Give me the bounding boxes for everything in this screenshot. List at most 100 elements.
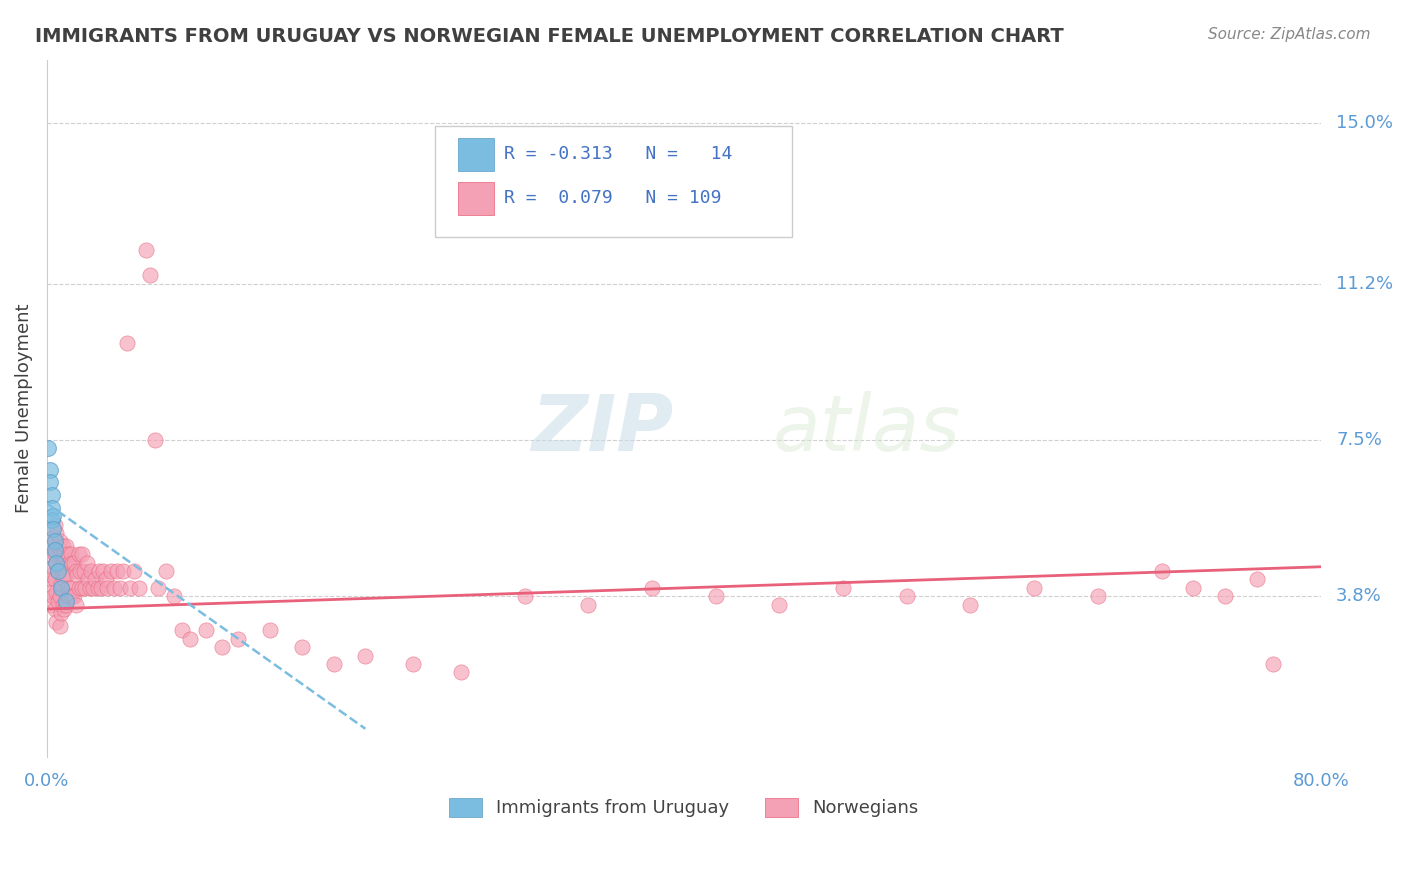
Text: atlas: atlas xyxy=(773,392,960,467)
Text: 7.5%: 7.5% xyxy=(1336,431,1382,449)
Point xyxy=(51,576,73,591)
Text: 0.0%: 0.0% xyxy=(24,772,69,790)
Point xyxy=(100,564,122,578)
FancyBboxPatch shape xyxy=(436,126,792,237)
Point xyxy=(959,598,981,612)
Point xyxy=(354,648,377,663)
Point xyxy=(45,525,67,540)
Point xyxy=(65,564,87,578)
Point xyxy=(79,581,101,595)
Point xyxy=(39,585,62,599)
Point xyxy=(67,547,90,561)
Point xyxy=(94,573,117,587)
Point xyxy=(1024,581,1046,595)
Point xyxy=(179,632,201,646)
Point xyxy=(450,665,472,680)
Point xyxy=(704,590,727,604)
Point xyxy=(148,581,170,595)
Point xyxy=(76,556,98,570)
Bar xyxy=(458,137,494,171)
Point xyxy=(172,623,194,637)
Point xyxy=(105,564,128,578)
Point xyxy=(45,615,67,629)
Point xyxy=(51,607,73,621)
Point xyxy=(41,539,63,553)
Point xyxy=(211,640,233,654)
Point xyxy=(135,243,157,257)
Point xyxy=(63,590,86,604)
Point xyxy=(226,632,249,646)
Text: ZIP: ZIP xyxy=(531,392,673,467)
Point xyxy=(48,590,70,604)
Point xyxy=(72,564,94,578)
Point xyxy=(44,517,66,532)
Point xyxy=(83,573,105,587)
Text: R =  0.079   N = 109: R = 0.079 N = 109 xyxy=(505,189,721,207)
Legend: Immigrants from Uruguay, Norwegians: Immigrants from Uruguay, Norwegians xyxy=(441,791,925,824)
Point xyxy=(42,590,65,604)
Point xyxy=(103,581,125,595)
Point xyxy=(41,598,63,612)
Point xyxy=(53,547,76,561)
Point xyxy=(60,556,83,570)
Text: R = -0.313   N =   14: R = -0.313 N = 14 xyxy=(505,145,733,162)
Point xyxy=(641,581,664,595)
Point xyxy=(82,581,104,595)
Point xyxy=(67,581,90,595)
Point xyxy=(46,593,69,607)
Text: IMMIGRANTS FROM URUGUAY VS NORWEGIAN FEMALE UNEMPLOYMENT CORRELATION CHART: IMMIGRANTS FROM URUGUAY VS NORWEGIAN FEM… xyxy=(35,27,1064,45)
Point xyxy=(80,564,103,578)
Point xyxy=(44,542,66,557)
Text: 11.2%: 11.2% xyxy=(1336,275,1393,293)
Point xyxy=(1087,590,1109,604)
Point xyxy=(51,581,73,595)
Point xyxy=(52,598,75,612)
Point xyxy=(46,539,69,553)
Point xyxy=(69,564,91,578)
Point xyxy=(39,462,62,476)
Point xyxy=(63,556,86,570)
Text: 3.8%: 3.8% xyxy=(1336,587,1382,606)
Point xyxy=(96,581,118,595)
Point xyxy=(45,556,67,570)
Point xyxy=(513,590,536,604)
Point xyxy=(58,556,80,570)
Point xyxy=(87,581,110,595)
Point xyxy=(108,581,131,595)
Point xyxy=(112,564,135,578)
Point xyxy=(56,547,79,561)
Point xyxy=(58,590,80,604)
Point xyxy=(48,534,70,549)
Point xyxy=(53,602,76,616)
Point xyxy=(39,547,62,561)
Point xyxy=(66,568,89,582)
Point xyxy=(45,556,67,570)
Point xyxy=(1150,564,1173,578)
Point xyxy=(70,547,93,561)
Point xyxy=(55,598,77,612)
Point xyxy=(44,573,66,587)
Point xyxy=(143,433,166,447)
Point xyxy=(55,539,77,553)
Point xyxy=(52,539,75,553)
Point xyxy=(832,581,855,595)
Point xyxy=(124,564,146,578)
Point xyxy=(42,530,65,544)
Point xyxy=(48,559,70,574)
Point xyxy=(53,573,76,587)
Point xyxy=(118,581,141,595)
Point xyxy=(46,564,69,578)
Point xyxy=(70,581,93,595)
Point xyxy=(52,568,75,582)
Point xyxy=(1213,590,1236,604)
Y-axis label: Female Unemployment: Female Unemployment xyxy=(15,303,32,513)
Point xyxy=(44,547,66,561)
Point xyxy=(291,640,314,654)
Point xyxy=(41,500,63,515)
Point xyxy=(51,547,73,561)
Point xyxy=(41,568,63,582)
Point xyxy=(576,598,599,612)
Point xyxy=(89,564,111,578)
Point xyxy=(60,590,83,604)
Point xyxy=(91,564,114,578)
